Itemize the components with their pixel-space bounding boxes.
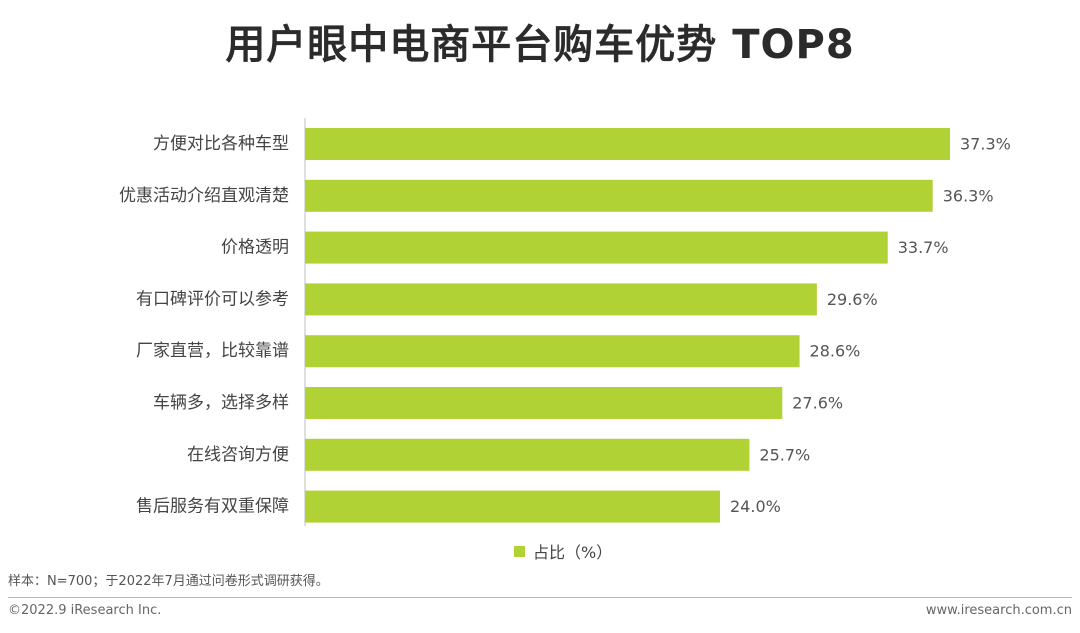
bar: [305, 335, 800, 368]
sample-note: 样本：N=700；于2022年7月通过问卷形式调研获得。: [8, 574, 329, 589]
category-label: 方便对比各种车型: [153, 134, 289, 154]
category-label: 在线咨询方便: [187, 445, 289, 465]
legend-label: 占比（%）: [533, 543, 613, 562]
bar: [305, 231, 888, 264]
bar: [305, 387, 783, 419]
website-link[interactable]: www.iresearch.com.cn: [925, 603, 1072, 618]
legend: 占比（%）: [514, 539, 612, 563]
bar: [305, 438, 750, 471]
chart-title: 用户眼中电商平台购车优势 TOP8: [225, 22, 855, 68]
bar: [305, 128, 950, 160]
value-label: 36.3%: [943, 186, 994, 205]
category-label: 售后服务有双重保障: [136, 497, 289, 517]
legend-swatch: [514, 545, 525, 557]
category-label: 厂家直营，比较靠谱: [136, 341, 289, 361]
footer-divider: [8, 597, 1072, 598]
value-label: 25.7%: [759, 445, 810, 464]
copyright: ©2022.9 iResearch Inc.: [8, 603, 162, 618]
value-label: 27.6%: [792, 394, 843, 413]
category-label: 价格透明: [221, 238, 289, 258]
category-label: 有口碑评价可以参考: [136, 289, 289, 309]
value-label: 24.0%: [730, 497, 781, 516]
bar: [305, 283, 817, 316]
category-label: 优惠活动介绍直观清楚: [119, 186, 289, 206]
value-label: 37.3%: [960, 135, 1011, 154]
value-label: 28.6%: [810, 342, 861, 361]
bar: [305, 490, 721, 523]
value-label: 33.7%: [898, 238, 949, 257]
bar: [305, 179, 933, 212]
value-label: 29.6%: [827, 290, 878, 309]
bar-chart: 方便对比各种车型 37.3% 优惠活动介绍直观清楚 36.3% 价格透明 33.7% 有口碑…: [119, 118, 1011, 526]
category-label: 车辆多，选择多样: [153, 393, 289, 413]
